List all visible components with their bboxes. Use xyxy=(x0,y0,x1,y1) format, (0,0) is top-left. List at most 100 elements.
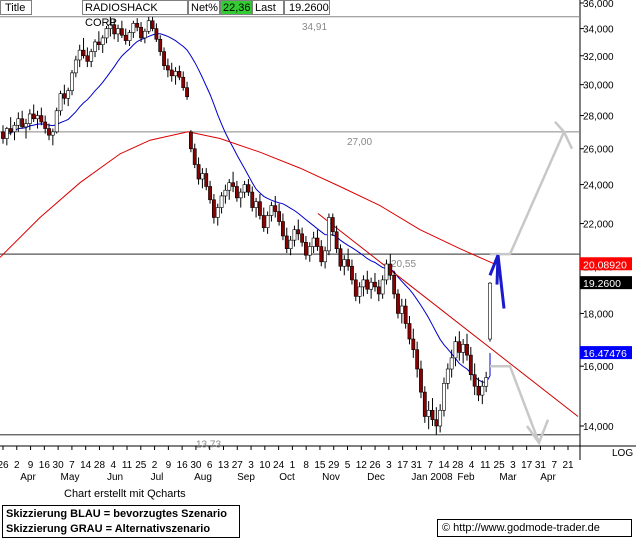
candle-body xyxy=(353,279,358,297)
x-month-label: May xyxy=(61,472,80,483)
candle xyxy=(215,203,220,226)
candle xyxy=(346,248,351,271)
candle-body xyxy=(472,374,477,387)
price-tags: 20.08920 19.2600 16.47476 xyxy=(580,257,632,360)
candle xyxy=(208,180,212,204)
candle xyxy=(35,110,40,129)
candle xyxy=(384,259,389,285)
price-tag-box xyxy=(580,346,632,360)
x-tick-label: 14 xyxy=(438,460,450,471)
candle xyxy=(223,184,228,204)
candle xyxy=(361,275,366,297)
candle xyxy=(231,171,235,193)
candle xyxy=(415,341,420,378)
candle-body xyxy=(131,23,136,33)
candle xyxy=(135,18,140,32)
candle-body xyxy=(488,282,492,340)
candle-body xyxy=(158,38,163,52)
candle-body xyxy=(384,263,389,281)
candle-body xyxy=(330,217,335,233)
candle xyxy=(269,201,274,222)
candle xyxy=(58,90,63,116)
candle-body xyxy=(484,377,489,387)
website-url[interactable]: http://www.godmode-trader.de xyxy=(453,522,600,534)
candle xyxy=(89,48,94,68)
candle-body xyxy=(96,41,101,45)
candle xyxy=(442,377,446,417)
candle xyxy=(453,336,458,367)
candle-body xyxy=(315,237,320,247)
candle xyxy=(173,67,178,85)
candle-body xyxy=(281,221,285,237)
candle-body xyxy=(426,409,431,417)
y-tick-label: 24,000 xyxy=(583,181,614,192)
y-tick-label: 30,000 xyxy=(583,81,614,92)
candle xyxy=(127,29,132,47)
candle-body xyxy=(465,344,469,356)
x-month-label: Dec xyxy=(367,472,385,483)
y-tick-label: 14,000 xyxy=(583,422,614,433)
x-month-label: Apr xyxy=(20,472,36,483)
x-tick-label: 2 xyxy=(152,460,158,471)
candle xyxy=(238,188,243,208)
x-month-label: Nov xyxy=(322,472,340,483)
y-tick-label: 22,000 xyxy=(583,220,614,231)
x-tick-label: 27 xyxy=(232,460,244,471)
price-tag-label: 16.47476 xyxy=(583,348,627,360)
level-label: 27,00 xyxy=(347,137,372,148)
candle xyxy=(334,225,339,254)
candle-body xyxy=(173,71,178,77)
ma-short-line xyxy=(2,33,491,384)
x-month-label: Feb xyxy=(457,472,475,483)
candle xyxy=(373,273,377,292)
price-tag-box xyxy=(580,257,632,271)
candle-body xyxy=(200,173,205,180)
x-tick-label: 16 xyxy=(39,460,51,471)
x-tick-label: 26 xyxy=(370,460,382,471)
candle xyxy=(365,270,370,294)
candle-body xyxy=(292,229,297,241)
candle xyxy=(93,39,97,58)
candle-body xyxy=(434,419,439,427)
x-tick-label: 28 xyxy=(452,460,464,471)
candle-body xyxy=(20,118,25,128)
candle xyxy=(39,107,44,126)
candle xyxy=(8,117,13,136)
candle xyxy=(165,58,170,78)
website-link[interactable]: © http://www.godmode-trader.de xyxy=(437,519,632,537)
candle-body xyxy=(185,87,189,98)
x-tick-label: 1 xyxy=(290,460,296,471)
scenario-legend: Skizzierung BLAU = bevorzugtes Szenario … xyxy=(2,505,240,538)
candle xyxy=(426,401,431,430)
candle-body xyxy=(399,305,404,314)
grey-scenario-down-path xyxy=(490,364,541,444)
candle-body xyxy=(162,51,166,66)
candle xyxy=(342,255,347,276)
candle-body xyxy=(139,26,143,39)
candle-body xyxy=(135,23,140,28)
level-label: 20,55 xyxy=(391,259,416,270)
x-tick-label: 8 xyxy=(303,460,309,471)
horizontal-levels: 34,91 27,00 20,55 13,73 xyxy=(0,16,580,451)
candle-body xyxy=(165,65,170,71)
copyright-icon: © xyxy=(442,522,454,534)
grey-scenario-down-arrowhead xyxy=(525,419,550,446)
level-label: 13,73 xyxy=(196,440,221,451)
candle xyxy=(357,282,362,304)
title-tab[interactable]: Title xyxy=(0,0,32,15)
x-tick-label: 10 xyxy=(259,460,271,471)
candle xyxy=(254,197,258,218)
x-month-label: Oct xyxy=(279,472,295,483)
x-month-label: Jan 2008 xyxy=(411,472,453,483)
candle-body xyxy=(246,184,251,193)
net-percent-value: 22,36 xyxy=(220,0,252,15)
candle-body xyxy=(269,205,274,216)
price-tag-label: 20.08920 xyxy=(583,259,627,271)
candle-body xyxy=(100,37,105,45)
candle-body xyxy=(453,341,458,359)
candle xyxy=(158,35,163,56)
date-axis: 26 2 9 16 30 7 14 28 4 11 25 2 9 16 30 6 13 27 3 10 24 1 8 15 29… xyxy=(0,446,574,483)
price-tag-label: 19.2600 xyxy=(583,278,621,290)
candle-body xyxy=(108,24,113,29)
